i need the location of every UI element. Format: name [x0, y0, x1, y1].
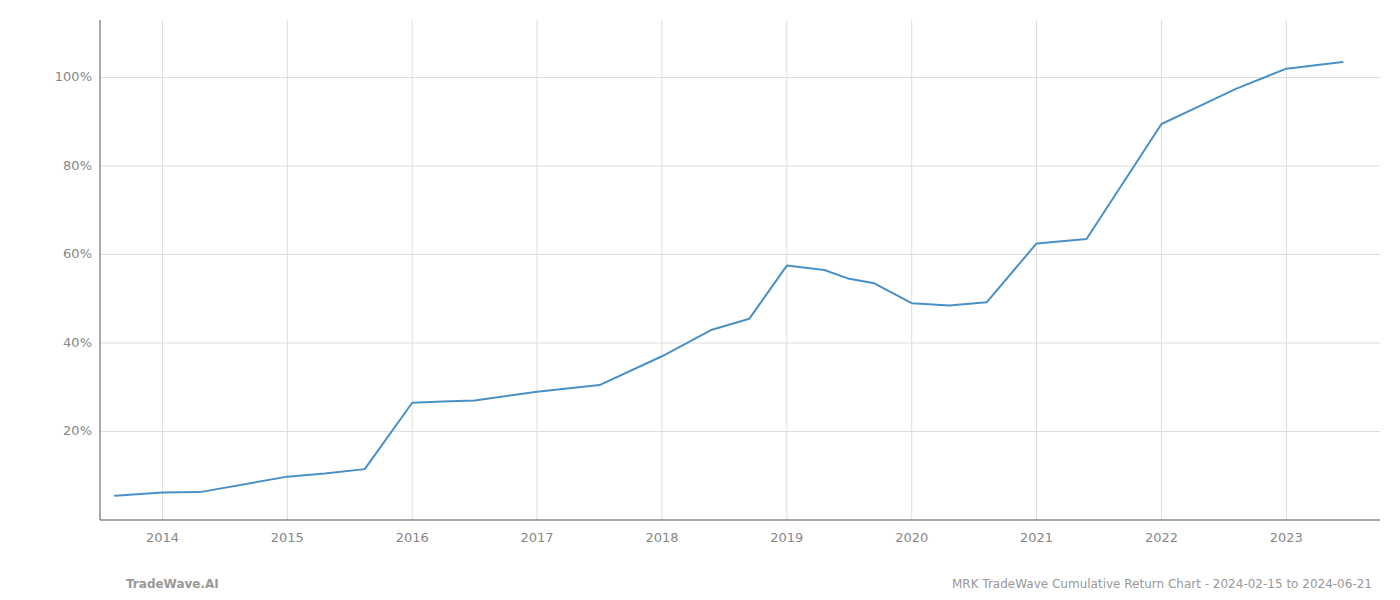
x-tick-label: 2016: [396, 530, 429, 545]
x-grid-line: [162, 20, 163, 520]
y-grid-line: [100, 77, 1380, 78]
y-grid-line: [100, 343, 1380, 344]
ticks: 20% 40% 60% 80% 100% 2014 2015 2016 2017 2018 2019…: [55, 69, 1303, 545]
y-tick-label: 100%: [55, 69, 92, 84]
x-grid-line: [661, 20, 662, 520]
footer-left: TradeWave.AI: [126, 577, 219, 591]
x-grid-line: [287, 20, 288, 520]
x-tick-label: 2022: [1145, 530, 1178, 545]
x-grid-line: [911, 20, 912, 520]
x-tick-label: 2023: [1270, 530, 1303, 545]
y-tick-label: 20%: [63, 423, 92, 438]
grid: [100, 20, 1380, 520]
x-grid-line: [786, 20, 787, 520]
x-grid-line: [1036, 20, 1037, 520]
x-tick-label: 2018: [645, 530, 678, 545]
y-grid-line: [100, 166, 1380, 167]
x-grid-line: [537, 20, 538, 520]
y-tick-label: 80%: [63, 158, 92, 173]
x-tick-label: 2015: [271, 530, 304, 545]
x-axis-line: [100, 520, 1380, 521]
plot-area: [115, 62, 1343, 496]
y-tick-label: 40%: [63, 335, 92, 350]
data-line: [115, 62, 1343, 496]
x-tick-label: 2021: [1020, 530, 1053, 545]
chart: 20% 40% 60% 80% 100% 2014 2015 2016 2017 2018 2019…: [0, 0, 1400, 600]
y-grid-line: [100, 254, 1380, 255]
x-tick-label: 2017: [521, 530, 554, 545]
x-tick-label: 2014: [146, 530, 179, 545]
y-axis-line: [100, 20, 101, 520]
y-grid-line: [100, 431, 1380, 432]
x-grid-line: [1286, 20, 1287, 520]
x-grid-line: [1161, 20, 1162, 520]
x-grid-line: [412, 20, 413, 520]
x-tick-label: 2019: [770, 530, 803, 545]
y-tick-label: 60%: [63, 246, 92, 261]
x-tick-label: 2020: [895, 530, 928, 545]
footer-right: MRK TradeWave Cumulative Return Chart - …: [952, 577, 1372, 591]
